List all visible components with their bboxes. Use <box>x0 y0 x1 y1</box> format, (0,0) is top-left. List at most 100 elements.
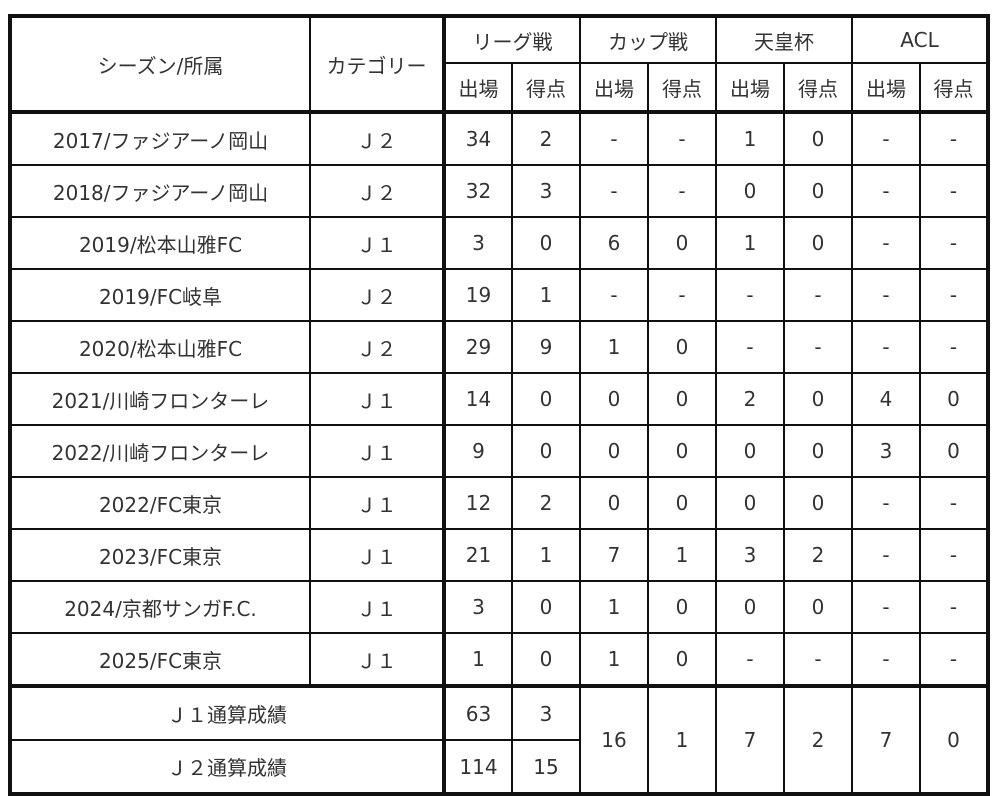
stat-cell: 0 <box>783 580 853 634</box>
total-j1-league-appearances: 63 <box>443 684 513 741</box>
stat-cell: 0 <box>647 476 717 530</box>
total-j2-league-goals: 15 <box>511 739 581 795</box>
table-row: 2025/FC東京 Ｊ１ 1 0 1 0 - - - - <box>9 632 989 687</box>
table-row: 2019/松本山雅FC Ｊ１ 3 0 6 0 1 0 - - <box>9 216 989 270</box>
total-acl-goals: 0 <box>919 684 989 795</box>
stat-cell: 12 <box>443 476 513 530</box>
stat-cell: 0 <box>715 580 785 634</box>
subheader-cup-goals: 得点 <box>647 62 717 114</box>
season-cell: 2021/川崎フロンターレ <box>9 372 311 426</box>
stat-cell: 0 <box>511 632 581 687</box>
stat-cell: 3 <box>851 424 921 478</box>
table-row: 2022/FC東京 Ｊ１ 12 2 0 0 0 0 - - <box>9 476 989 530</box>
season-cell: 2019/FC岐阜 <box>9 268 311 322</box>
career-stats-table: シーズン/所属 カテゴリー リーグ戦 カップ戦 天皇杯 ACL 出場 得点 出場… <box>8 14 990 796</box>
stat-cell: - <box>919 164 989 218</box>
stat-cell: 3 <box>715 528 785 582</box>
total-emperors-cup-appearances: 7 <box>715 684 785 795</box>
category-cell: Ｊ１ <box>309 424 446 478</box>
stat-cell: 34 <box>443 111 513 166</box>
stat-cell: - <box>579 268 649 322</box>
stat-cell: 0 <box>647 216 717 270</box>
stat-cell: - <box>579 111 649 166</box>
category-cell: Ｊ１ <box>309 476 446 530</box>
header-row-groups: シーズン/所属 カテゴリー リーグ戦 カップ戦 天皇杯 ACL <box>9 15 989 114</box>
stat-cell: - <box>715 632 785 687</box>
season-cell: 2023/FC東京 <box>9 528 311 582</box>
stat-cell: 1 <box>579 580 649 634</box>
subheader-acl-appearances: 出場 <box>851 62 921 114</box>
stat-cell: 4 <box>851 372 921 426</box>
category-cell: Ｊ１ <box>309 580 446 634</box>
season-cell: 2022/川崎フロンターレ <box>9 424 311 478</box>
stat-cell: - <box>647 111 717 166</box>
stat-cell: 1 <box>511 528 581 582</box>
subheader-cup-appearances: 出場 <box>579 62 649 114</box>
stat-cell: - <box>919 216 989 270</box>
stat-cell: - <box>851 476 921 530</box>
stat-cell: 1 <box>443 632 513 687</box>
stat-cell: - <box>851 164 921 218</box>
table-row: 2021/川崎フロンターレ Ｊ１ 14 0 0 0 2 0 4 0 <box>9 372 989 426</box>
col-header-category: カテゴリー <box>309 15 446 114</box>
stat-cell: 0 <box>511 216 581 270</box>
stat-cell: 19 <box>443 268 513 322</box>
stat-cell: 0 <box>647 580 717 634</box>
category-cell: Ｊ１ <box>309 216 446 270</box>
stat-cell: - <box>851 320 921 374</box>
stat-cell: 0 <box>715 476 785 530</box>
subheader-acl-goals: 得点 <box>919 62 989 114</box>
table-row: 2019/FC岐阜 Ｊ２ 19 1 - - - - - - <box>9 268 989 322</box>
total-label-j1: Ｊ１通算成績 <box>9 684 446 741</box>
stat-cell: - <box>783 268 853 322</box>
subheader-league-goals: 得点 <box>511 62 581 114</box>
stat-cell: 0 <box>783 424 853 478</box>
subheader-emperors-cup-appearances: 出場 <box>715 62 785 114</box>
stat-cell: - <box>919 320 989 374</box>
stat-cell: 0 <box>715 424 785 478</box>
stat-cell: - <box>919 268 989 322</box>
total-cup-goals: 1 <box>647 684 717 795</box>
stat-cell: 2 <box>715 372 785 426</box>
stat-cell: 7 <box>579 528 649 582</box>
stat-cell: - <box>851 580 921 634</box>
table-row: 2024/京都サンガF.C. Ｊ１ 3 0 1 0 0 0 - - <box>9 580 989 634</box>
subheader-emperors-cup-goals: 得点 <box>783 62 853 114</box>
table-row: 2017/ファジアーノ岡山 Ｊ２ 34 2 - - 1 0 - - <box>9 111 989 166</box>
stat-cell: 21 <box>443 528 513 582</box>
stat-cell: 0 <box>511 372 581 426</box>
stat-cell: - <box>579 164 649 218</box>
stat-cell: 3 <box>511 164 581 218</box>
header-row-sub: 出場 得点 出場 得点 出場 得点 出場 得点 <box>10 62 989 114</box>
stat-cell: 0 <box>919 424 989 478</box>
stat-cell: - <box>919 528 989 582</box>
table-row: 2018/ファジアーノ岡山 Ｊ２ 32 3 - - 0 0 - - <box>9 164 989 218</box>
stat-cell: 0 <box>511 580 581 634</box>
stat-cell: - <box>783 320 853 374</box>
total-label-j2: Ｊ２通算成績 <box>9 739 446 795</box>
category-cell: Ｊ１ <box>309 632 446 687</box>
stat-cell: 6 <box>579 216 649 270</box>
stat-cell: 1 <box>647 528 717 582</box>
season-cell: 2022/FC東京 <box>9 476 311 530</box>
stat-cell: - <box>851 216 921 270</box>
total-j1-league-goals: 3 <box>511 684 581 741</box>
season-cell: 2018/ファジアーノ岡山 <box>9 164 311 218</box>
col-header-season: シーズン/所属 <box>9 15 311 114</box>
stat-cell: 0 <box>647 632 717 687</box>
group-header-cup: カップ戦 <box>579 15 717 64</box>
stat-cell: 0 <box>919 372 989 426</box>
stat-cell: 0 <box>715 164 785 218</box>
table-row: 2022/川崎フロンターレ Ｊ１ 9 0 0 0 0 0 3 0 <box>9 424 989 478</box>
stat-cell: - <box>919 580 989 634</box>
category-cell: Ｊ２ <box>309 164 446 218</box>
group-header-acl: ACL <box>851 15 989 64</box>
stat-cell: 1 <box>579 320 649 374</box>
category-cell: Ｊ２ <box>309 320 446 374</box>
stat-cell: 0 <box>783 111 853 166</box>
stat-cell: 0 <box>579 424 649 478</box>
season-cell: 2019/松本山雅FC <box>9 216 311 270</box>
stat-cell: 2 <box>511 476 581 530</box>
stat-cell: - <box>715 268 785 322</box>
stat-cell: 0 <box>783 476 853 530</box>
